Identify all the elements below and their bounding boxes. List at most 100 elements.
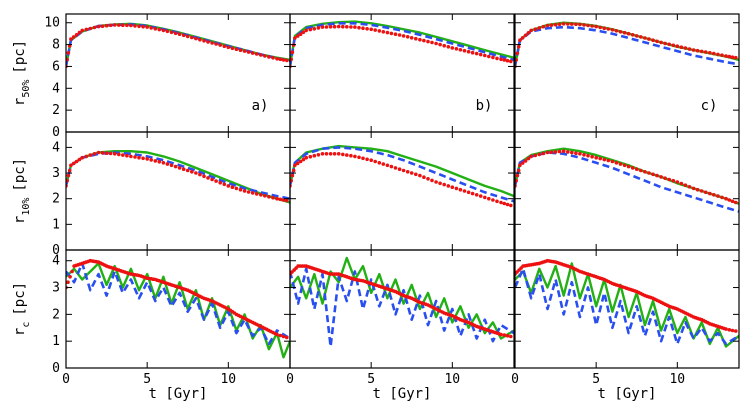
series-red-point xyxy=(537,152,542,157)
series-red-point xyxy=(426,39,430,44)
series-red-point xyxy=(499,332,503,337)
series-red-point xyxy=(450,185,455,189)
series-red-point xyxy=(655,173,659,178)
series-red-point xyxy=(434,41,438,46)
series-red-point xyxy=(561,149,566,153)
series-red-point xyxy=(610,28,615,32)
series-red-point xyxy=(687,185,692,189)
series-red-point xyxy=(578,22,582,27)
series-red-point xyxy=(332,152,337,156)
series-red-point xyxy=(210,41,214,45)
series-red-point xyxy=(716,52,720,57)
series-red-point xyxy=(720,195,724,200)
series-red-point xyxy=(545,23,550,28)
series-red-point xyxy=(549,150,554,154)
series-red-point xyxy=(226,184,231,188)
series-red-point xyxy=(502,58,507,62)
panel-r3-c3: 0 5 10 t [Gyr] xyxy=(511,249,740,402)
y-axis-label-sub: 50% xyxy=(21,80,32,98)
series-red-point xyxy=(230,185,235,189)
series-red-point xyxy=(222,44,227,48)
series-red-point xyxy=(242,49,247,53)
y-axis-label-sub: 10% xyxy=(21,198,32,216)
series-red-point xyxy=(405,170,410,174)
series-red-point xyxy=(169,30,174,35)
series-red-point xyxy=(651,172,655,177)
series-red-point xyxy=(157,160,162,164)
series-red-point xyxy=(88,26,93,31)
series-red-point xyxy=(230,46,235,51)
series-red-point xyxy=(643,36,647,40)
series-red-point xyxy=(671,43,676,48)
series-red-point xyxy=(165,162,170,166)
y-axis-label-unit: [pc] xyxy=(12,158,28,192)
y-axis-label-main: r xyxy=(12,216,28,224)
y-tick-label: 3 xyxy=(52,281,60,296)
series-red-point xyxy=(602,157,607,162)
series-red-point xyxy=(149,26,153,30)
series-red-point xyxy=(198,172,202,177)
series-red-point xyxy=(478,194,483,198)
series-red-point xyxy=(267,55,271,59)
series-red-point xyxy=(361,26,365,31)
series-red-point xyxy=(357,155,361,160)
series-red-point xyxy=(442,43,447,48)
series-red-point xyxy=(349,25,353,29)
y-tick-label: 0 xyxy=(52,243,60,258)
series-red-point xyxy=(295,161,300,166)
panel-frame xyxy=(289,13,515,133)
series-red-point xyxy=(298,32,303,36)
x-tick-label: 10 xyxy=(220,372,236,387)
series-red-point xyxy=(271,195,275,200)
series-blue-line xyxy=(66,23,290,67)
series-red-point xyxy=(66,280,70,285)
series-red-point xyxy=(730,328,735,333)
series-red-point xyxy=(353,154,357,159)
series-red-point xyxy=(281,58,286,62)
series-red-point xyxy=(125,23,129,28)
series-red-point xyxy=(639,35,643,39)
series-red-point xyxy=(157,27,162,32)
series-red-point xyxy=(185,168,190,173)
series-red-point xyxy=(727,198,732,202)
panel-r1-c1: a) xyxy=(65,13,291,133)
series-red-point xyxy=(549,23,554,27)
series-red-point xyxy=(651,38,655,42)
series-red-point xyxy=(679,45,684,49)
x-tick-label: 5 xyxy=(592,372,600,387)
series-red-point xyxy=(69,163,73,168)
series-group xyxy=(290,144,514,208)
series-red-point xyxy=(614,161,619,165)
series-red-point xyxy=(324,152,329,156)
panel-r2-c3 xyxy=(514,131,740,251)
series-red-point xyxy=(634,34,639,38)
panel-r3-c1: 0 5 10 t [Gyr] xyxy=(62,249,291,402)
series-red-point xyxy=(290,57,293,62)
series-red-point xyxy=(234,186,239,191)
series-red-point xyxy=(487,54,491,59)
series-group xyxy=(66,22,290,69)
series-red-point xyxy=(393,166,398,170)
series-red-point xyxy=(414,172,418,177)
panel-r1-c3: c) xyxy=(514,13,740,133)
series-red-point xyxy=(671,178,676,183)
series-red-point xyxy=(734,329,738,333)
series-blue-line xyxy=(66,151,290,200)
series-red-point xyxy=(626,164,631,169)
series-red-point xyxy=(259,53,263,57)
y-axis-label-main: r xyxy=(12,328,28,336)
series-red-point xyxy=(141,24,145,29)
y-tick-label: 1 xyxy=(52,334,60,349)
series-red-point xyxy=(365,157,369,162)
series-red-point xyxy=(259,193,263,197)
series-red-point xyxy=(345,153,349,157)
series-red-point xyxy=(675,44,680,48)
x-tick-label: 5 xyxy=(367,372,375,387)
series-red-point xyxy=(570,150,574,155)
y-axis-label-unit: [pc] xyxy=(12,40,28,74)
series-red-point xyxy=(515,58,518,62)
series-red-point xyxy=(691,186,696,191)
series-red-point xyxy=(450,46,455,50)
series-red-point xyxy=(361,156,365,161)
